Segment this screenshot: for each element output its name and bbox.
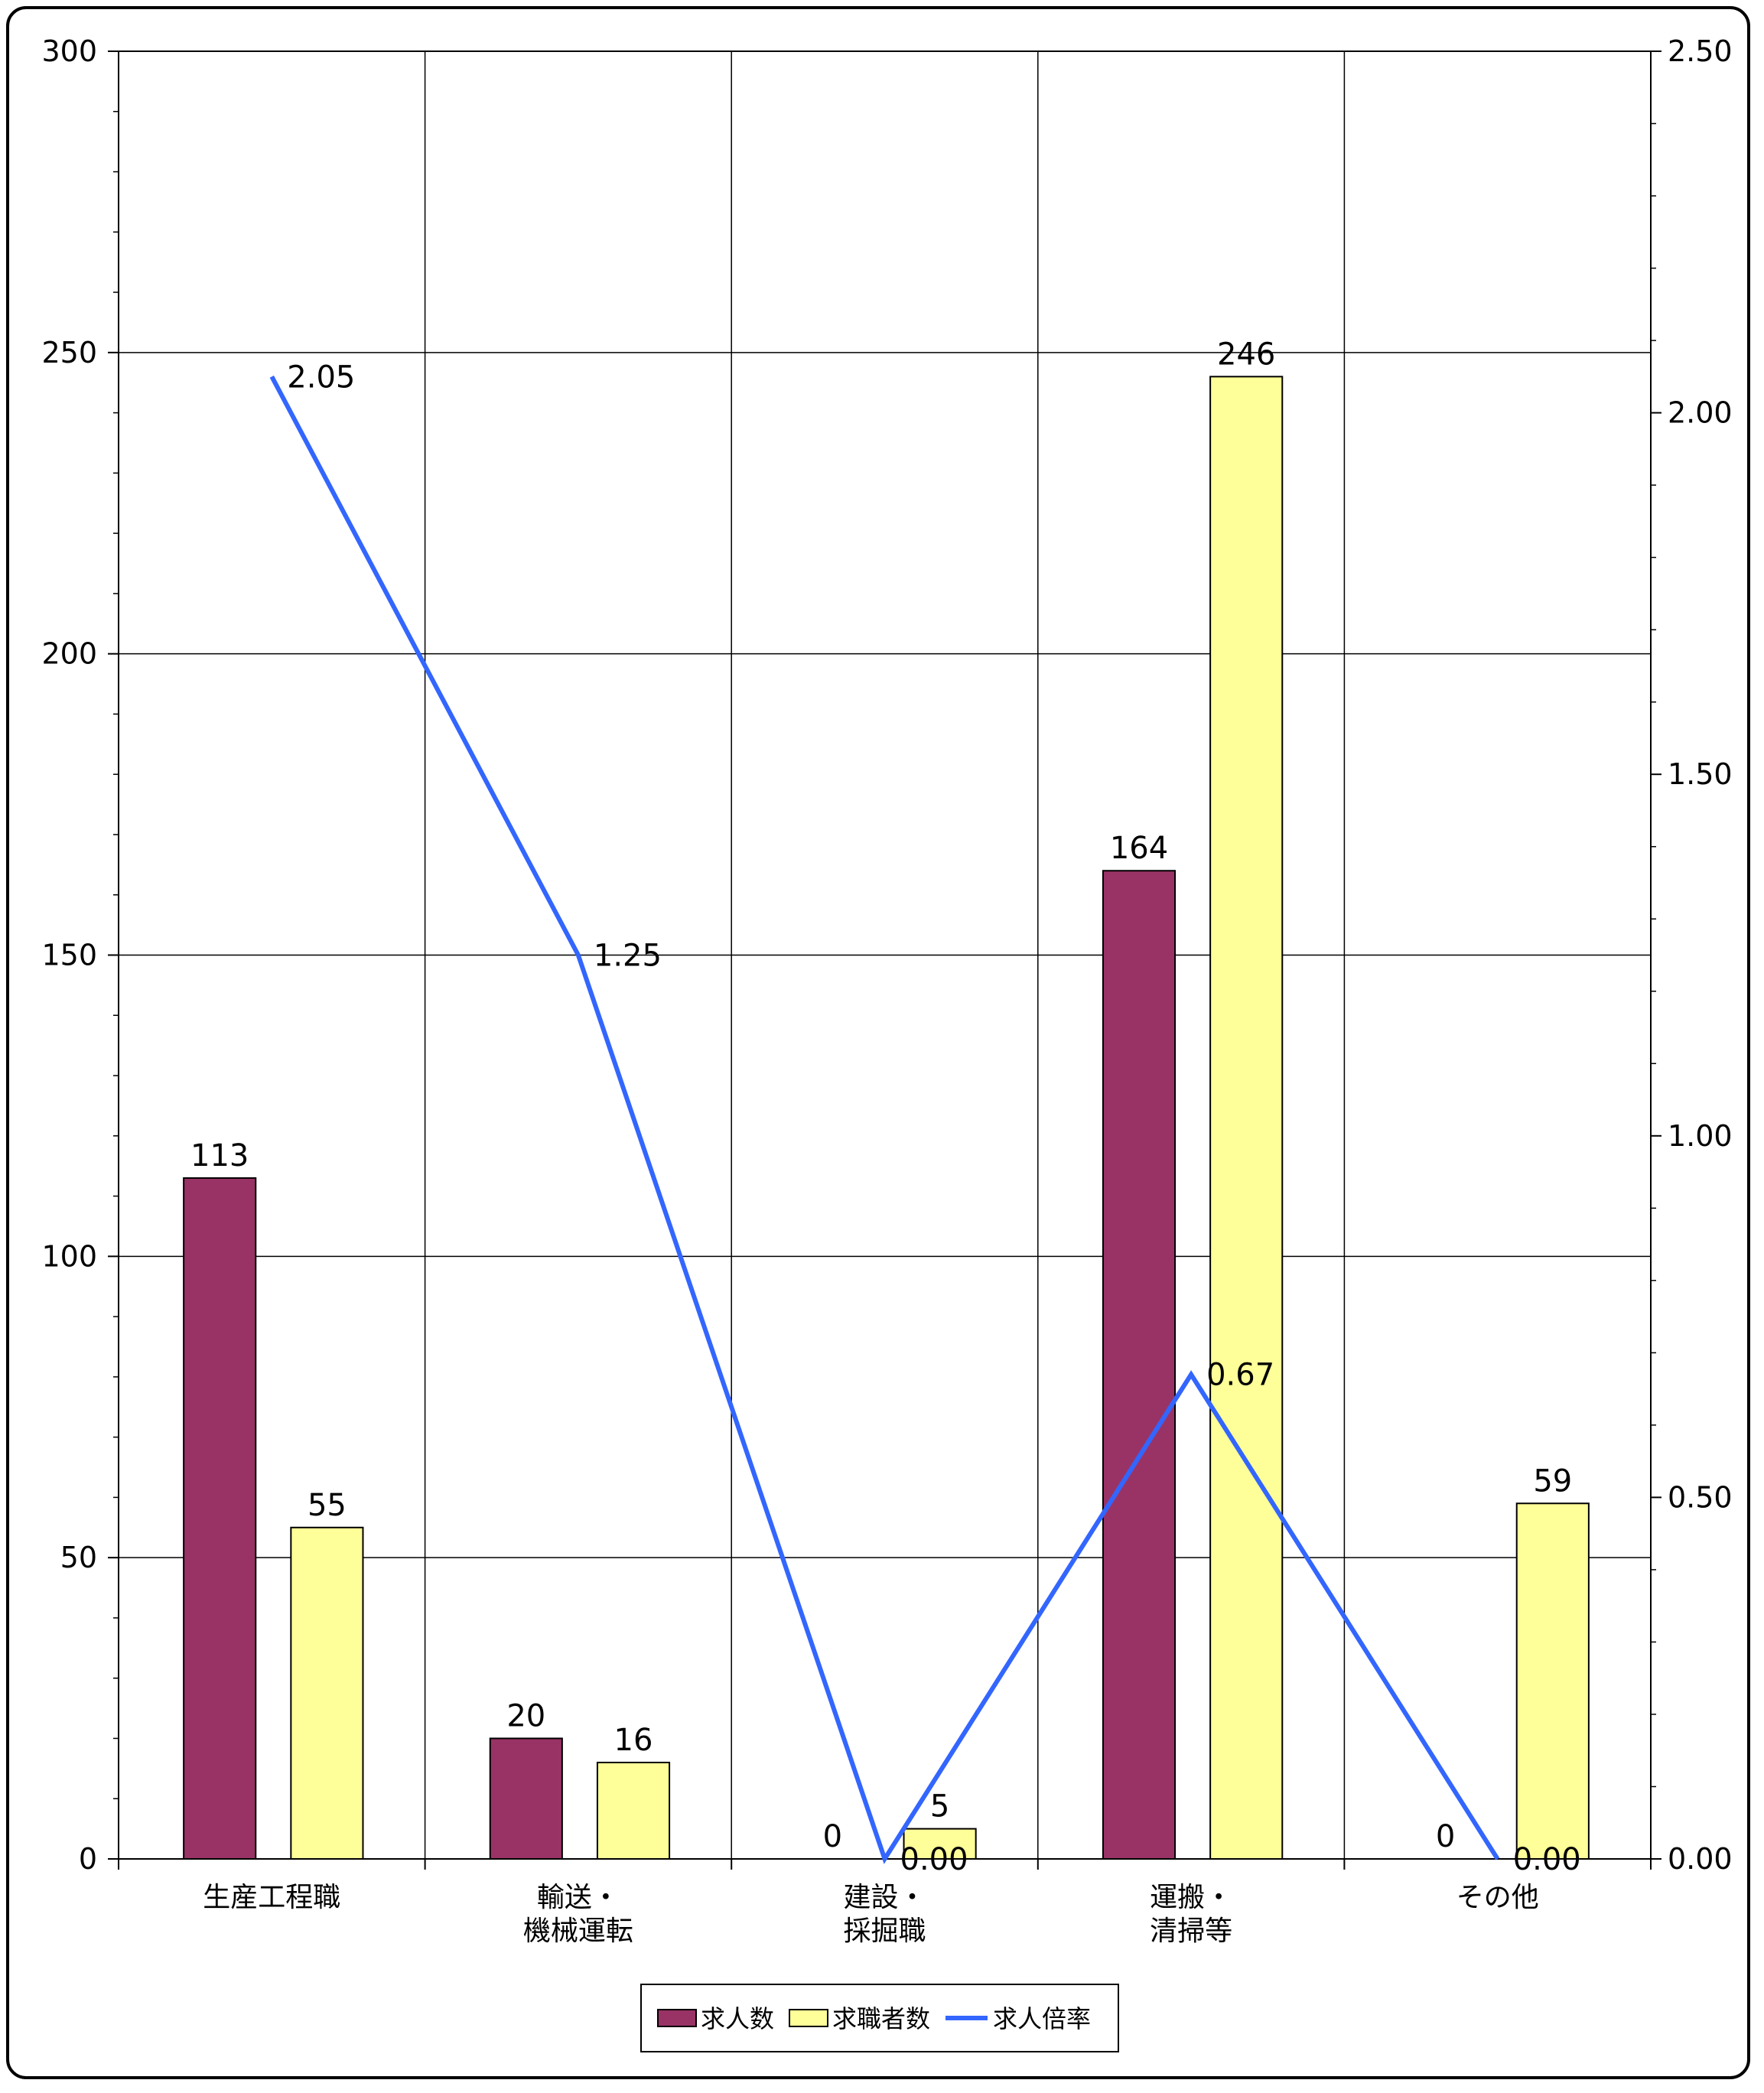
line-data-label: 1.25	[594, 939, 662, 974]
bar-job-seekers	[290, 1526, 364, 1860]
left-axis-tick-label: 150	[41, 939, 97, 972]
bar-job-openings	[183, 1177, 257, 1860]
legend-swatch	[657, 2009, 697, 2027]
bar-data-label: 0	[823, 1819, 842, 1854]
right-axis-tick-label: 0.50	[1668, 1480, 1733, 1514]
bar-data-label: 5	[930, 1789, 949, 1824]
x-axis-category-label: 機械運転	[523, 1916, 633, 1947]
x-axis-category-label: 生産工程職	[203, 1882, 340, 1913]
x-axis-category-label: 清掃等	[1150, 1916, 1232, 1947]
x-axis-category-label: その他	[1456, 1882, 1539, 1913]
right-axis-tick-label: 2.50	[1668, 34, 1733, 68]
legend-label: 求職者数	[832, 2004, 930, 2033]
bar-job-openings	[489, 1737, 563, 1860]
bar-job-seekers	[596, 1761, 671, 1860]
bar-data-label: 0	[1436, 1819, 1455, 1854]
legend-label: 求人倍率	[993, 2004, 1091, 2033]
left-axis-tick-label: 0	[79, 1842, 97, 1876]
x-axis-category-label: 建設・	[843, 1882, 926, 1913]
right-axis-tick-label: 1.00	[1668, 1119, 1733, 1153]
bar-job-seekers	[903, 1828, 977, 1860]
bar-data-label: 164	[1110, 831, 1168, 866]
bar-data-label: 20	[506, 1698, 545, 1733]
bar-job-openings	[1102, 870, 1177, 1860]
right-axis-tick-label: 1.50	[1668, 757, 1733, 791]
legend-swatch	[789, 2009, 828, 2027]
bar-data-label: 246	[1217, 337, 1275, 372]
left-axis-tick-label: 100	[41, 1239, 97, 1273]
line-data-label: 2.05	[287, 360, 355, 395]
bar-data-label: 55	[308, 1488, 347, 1523]
x-axis-category-label: 輸送・	[537, 1882, 620, 1913]
legend	[640, 1984, 1119, 2052]
legend-label: 求人数	[701, 2004, 774, 2033]
bar-data-label: 113	[190, 1138, 249, 1173]
bar-data-label: 16	[614, 1723, 653, 1758]
bar-job-seekers	[1515, 1502, 1590, 1860]
left-axis-tick-label: 300	[41, 34, 97, 68]
bar-job-seekers	[1209, 376, 1284, 1860]
line-data-label: 0.67	[1206, 1358, 1274, 1393]
left-axis-tick-label: 200	[41, 637, 97, 671]
line-data-label: 0.00	[900, 1842, 968, 1877]
left-axis-tick-label: 250	[41, 336, 97, 369]
line-data-label: 0.00	[1513, 1842, 1581, 1877]
bar-data-label: 59	[1533, 1463, 1572, 1499]
left-axis-tick-label: 50	[60, 1541, 97, 1574]
x-axis-category-label: 運搬・	[1150, 1882, 1232, 1913]
right-axis-tick-label: 0.00	[1668, 1842, 1733, 1876]
x-axis-category-label: 採掘職	[843, 1916, 926, 1947]
right-axis-tick-label: 2.00	[1668, 396, 1733, 430]
